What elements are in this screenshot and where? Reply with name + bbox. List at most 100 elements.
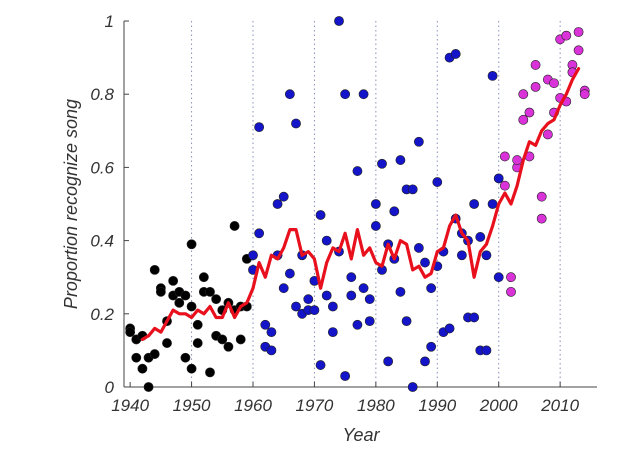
data-point-pre_1960-37	[235, 334, 246, 345]
data-point-1960_2000-18	[303, 294, 314, 305]
trend-line	[140, 67, 581, 341]
y-tick-label-1: 1	[105, 12, 114, 31]
y-tick-label-0.8: 0.8	[90, 85, 114, 104]
x-tick-label-1980: 1980	[357, 396, 395, 415]
data-point-1960_2000-80	[493, 173, 504, 184]
data-point-1960_2000-14	[291, 118, 301, 129]
data-point-1960_2000-1	[248, 250, 258, 261]
data-point-1960_2000-12	[284, 89, 295, 100]
data-point-1960_2000-32	[346, 272, 357, 283]
data-point-post_2000-2	[506, 272, 516, 283]
data-point-post_2000-5	[512, 155, 523, 165]
y-axis-label: Proportion recognize song	[61, 99, 81, 309]
data-point-pre_1960-21	[186, 301, 197, 312]
data-point-post_2000-25	[573, 45, 584, 56]
data-point-pre_1960-32	[217, 334, 228, 345]
data-point-post_2000-17	[549, 78, 559, 89]
data-point-1960_2000-10	[278, 191, 289, 202]
data-point-pre_1960-2	[131, 352, 142, 363]
data-point-post_2000-15	[542, 129, 553, 140]
data-point-1960_2000-79	[487, 199, 498, 209]
data-point-post_2000-27	[579, 89, 590, 100]
data-point-pre_1960-27	[205, 367, 215, 378]
data-point-1960_2000-13	[284, 268, 295, 279]
x-tick-label-2010: 2010	[540, 396, 579, 415]
data-point-1960_2000-40	[370, 199, 381, 209]
data-point-1960_2000-76	[481, 345, 492, 356]
data-point-1960_2000-56	[420, 356, 430, 367]
data-point-pre_1960-16	[174, 297, 185, 308]
data-point-1960_2000-27	[327, 301, 338, 312]
data-point-1960_2000-23	[315, 360, 326, 370]
x-axis-label: Year	[342, 425, 380, 445]
data-point-pre_1960-6	[143, 382, 154, 392]
data-point-1960_2000-37	[358, 283, 369, 294]
data-point-post_2000-11	[530, 81, 541, 92]
data-point-1960_2000-25	[321, 290, 332, 301]
data-point-1960_2000-36	[358, 89, 369, 100]
data-point-1960_2000-28	[334, 16, 344, 26]
data-point-pre_1960-29	[211, 294, 222, 305]
x-tick-label-2000: 2000	[479, 396, 518, 415]
data-point-1960_2000-15	[291, 301, 301, 312]
data-point-1960_2000-30	[340, 89, 351, 100]
data-point-1960_2000-4	[260, 319, 271, 330]
data-point-1960_2000-38	[364, 294, 375, 305]
data-point-pre_1960-25	[198, 272, 209, 283]
data-point-1960_2000-78	[487, 71, 498, 81]
data-point-pre_1960-22	[186, 363, 197, 374]
data-point-1960_2000-66	[450, 49, 461, 59]
data-points	[125, 16, 590, 392]
data-point-pre_1960-34	[223, 341, 234, 352]
data-point-post_2000-1	[499, 180, 510, 191]
x-tick-label-1960: 1960	[234, 396, 272, 415]
data-point-pre_1960-28	[205, 286, 215, 297]
data-point-pre_1960-23	[192, 319, 203, 330]
data-point-1960_2000-8	[272, 199, 283, 209]
data-point-1960_2000-35	[352, 319, 363, 330]
data-point-1960_2000-33	[346, 290, 357, 301]
data-point-pre_1960-19	[180, 290, 191, 301]
data-point-1960_2000-65	[444, 323, 455, 334]
data-point-1960_2000-6	[266, 327, 277, 337]
data-point-post_2000-3	[506, 286, 516, 297]
data-point-1960_2000-11	[278, 283, 289, 294]
data-point-pre_1960-4	[137, 363, 148, 374]
x-tick-label-1940: 1940	[111, 396, 149, 415]
data-point-1960_2000-60	[432, 177, 443, 187]
data-point-post_2000-20	[561, 30, 572, 41]
data-point-1960_2000-81	[493, 272, 504, 283]
y-tick-label-0.2: 0.2	[90, 305, 114, 324]
data-point-pre_1960-9	[149, 264, 160, 275]
data-point-1960_2000-77	[481, 250, 492, 261]
x-tick-label-1990: 1990	[418, 396, 456, 415]
data-point-1960_2000-41	[370, 221, 381, 231]
data-point-post_2000-13	[536, 213, 547, 224]
data-point-1960_2000-45	[383, 356, 394, 367]
x-tick-label-1950: 1950	[173, 396, 211, 415]
data-point-1960_2000-31	[340, 371, 351, 381]
data-point-1960_2000-21	[309, 305, 320, 316]
data-point-1960_2000-42	[377, 158, 387, 169]
data-point-1960_2000-3	[254, 228, 265, 239]
data-point-1960_2000-26	[327, 327, 338, 337]
data-point-pre_1960-24	[192, 338, 203, 348]
data-point-1960_2000-54	[413, 136, 424, 147]
data-point-pre_1960-35	[229, 221, 240, 231]
tick-labels: 1940 1950 1960 1970 1980 1990 2000 2010 0 0.2 0.4 0…	[90, 12, 579, 415]
data-point-1960_2000-58	[426, 341, 437, 352]
data-point-pre_1960-1	[125, 327, 136, 337]
data-point-1960_2000-22	[315, 210, 326, 220]
data-point-pre_1960-18	[180, 352, 191, 363]
data-point-1960_2000-24	[321, 235, 332, 246]
data-point-post_2000-7	[518, 114, 529, 125]
data-point-pre_1960-12	[162, 338, 172, 348]
data-point-1960_2000-2	[254, 122, 265, 133]
y-tick-label-0.4: 0.4	[90, 232, 114, 251]
data-point-1960_2000-55	[413, 243, 424, 253]
axes	[123, 20, 597, 388]
data-point-pre_1960-15	[168, 275, 179, 286]
data-point-post_2000-10	[530, 60, 541, 70]
data-point-post_2000-24	[573, 27, 584, 37]
